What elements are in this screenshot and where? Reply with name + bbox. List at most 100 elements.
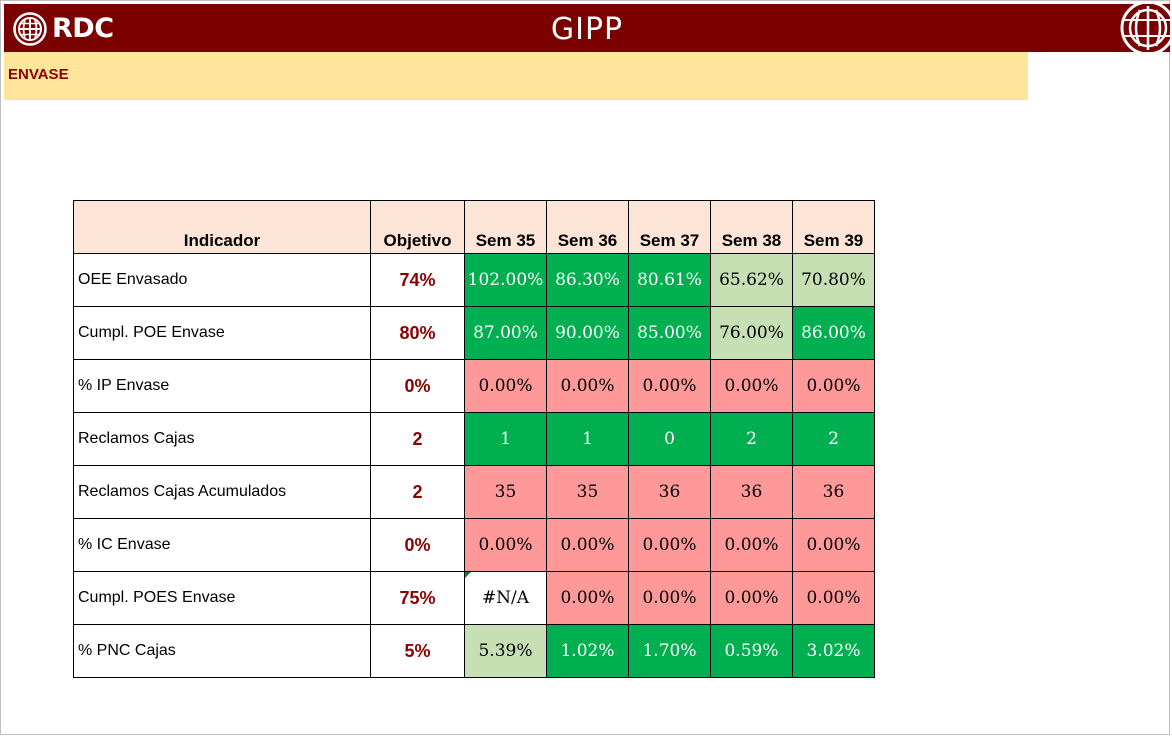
value-text: 70.80% bbox=[801, 270, 866, 290]
section-bar: ENVASE bbox=[4, 52, 1028, 100]
indicator-cell[interactable]: % IP Envase bbox=[73, 359, 371, 413]
rdc-logo: RDC bbox=[13, 12, 114, 46]
page-title: GIPP bbox=[550, 12, 624, 47]
objective-cell[interactable]: 74% bbox=[370, 253, 465, 307]
indicator-cell[interactable]: % PNC Cajas bbox=[73, 624, 371, 678]
objective-cell[interactable]: 75% bbox=[370, 571, 465, 625]
value-text: 0.00% bbox=[560, 535, 615, 555]
value-cell[interactable]: 0.00% bbox=[546, 571, 629, 625]
value-cell[interactable]: 0.00% bbox=[628, 518, 711, 572]
indicator-cell[interactable]: OEE Envasado bbox=[73, 253, 371, 307]
indicator-cell[interactable]: Cumpl. POES Envase bbox=[73, 571, 371, 625]
column-header-sem-37: Sem 37 bbox=[628, 200, 711, 254]
kpi-table: Indicador Objetivo Sem 35 Sem 36 Sem 37 … bbox=[73, 200, 875, 678]
value-cell[interactable]: 0.00% bbox=[464, 518, 547, 572]
value-text: 0.00% bbox=[642, 535, 697, 555]
objective-cell[interactable]: 5% bbox=[370, 624, 465, 678]
value-cell[interactable]: 90.00% bbox=[546, 306, 629, 360]
column-header-sem-38: Sem 38 bbox=[710, 200, 793, 254]
value-cell[interactable]: 85.00% bbox=[628, 306, 711, 360]
value-cell[interactable]: 1.02% bbox=[546, 624, 629, 678]
value-cell[interactable]: 0 bbox=[628, 412, 711, 466]
value-cell[interactable]: 3.02% bbox=[792, 624, 875, 678]
table-row: Reclamos Cajas Acumulados 2 35 35 36 36 36 bbox=[73, 465, 875, 519]
error-indicator-icon bbox=[465, 572, 471, 578]
value-cell[interactable]: 0.00% bbox=[546, 359, 629, 413]
value-cell[interactable]: 5.39% bbox=[464, 624, 547, 678]
value-cell[interactable]: 36 bbox=[792, 465, 875, 519]
value-cell[interactable]: 0.00% bbox=[546, 518, 629, 572]
objective-cell[interactable]: 0% bbox=[370, 518, 465, 572]
value-cell[interactable]: 65.62% bbox=[710, 253, 793, 307]
value-text: 1 bbox=[582, 429, 593, 449]
value-text: 0.00% bbox=[806, 535, 861, 555]
value-cell[interactable]: 102.00% bbox=[464, 253, 547, 307]
value-cell[interactable]: 87.00% bbox=[464, 306, 547, 360]
value-text: 0.00% bbox=[560, 588, 615, 608]
value-text: 0.00% bbox=[724, 376, 779, 396]
value-text: 2 bbox=[828, 429, 839, 449]
value-cell[interactable]: 0.00% bbox=[792, 518, 875, 572]
value-cell[interactable]: 2 bbox=[710, 412, 793, 466]
value-cell[interactable]: 80.61% bbox=[628, 253, 711, 307]
value-text: 5.39% bbox=[478, 641, 533, 661]
value-cell[interactable]: #N/A bbox=[464, 571, 547, 625]
value-cell[interactable]: 35 bbox=[464, 465, 547, 519]
value-cell[interactable]: 36 bbox=[710, 465, 793, 519]
section-label: ENVASE bbox=[8, 66, 69, 83]
rdc-globe-logo-icon bbox=[13, 12, 47, 46]
objective-cell[interactable]: 0% bbox=[370, 359, 465, 413]
value-cell[interactable]: 36 bbox=[628, 465, 711, 519]
objective-cell[interactable]: 2 bbox=[370, 465, 465, 519]
indicator-cell[interactable]: % IC Envase bbox=[73, 518, 371, 572]
objective-cell[interactable]: 2 bbox=[370, 412, 465, 466]
objective-cell[interactable]: 80% bbox=[370, 306, 465, 360]
table-row: % IP Envase 0% 0.00% 0.00% 0.00% 0.00% 0.00% bbox=[73, 359, 875, 413]
value-text: 0.00% bbox=[642, 588, 697, 608]
column-header-objetivo: Objetivo bbox=[370, 200, 465, 254]
value-text: 2 bbox=[746, 429, 757, 449]
value-cell[interactable]: 2 bbox=[792, 412, 875, 466]
logo-text: RDC bbox=[52, 13, 114, 44]
value-text: 80.61% bbox=[637, 270, 702, 290]
value-text: 36 bbox=[658, 482, 681, 502]
value-text: 3.02% bbox=[806, 641, 861, 661]
value-text: 0.00% bbox=[642, 376, 697, 396]
value-cell[interactable]: 86.00% bbox=[792, 306, 875, 360]
value-cell[interactable]: 76.00% bbox=[710, 306, 793, 360]
indicator-cell[interactable]: Reclamos Cajas bbox=[73, 412, 371, 466]
value-cell[interactable]: 0.00% bbox=[710, 518, 793, 572]
value-text: 36 bbox=[740, 482, 763, 502]
value-text: #N/A bbox=[481, 588, 530, 608]
value-cell[interactable]: 0.00% bbox=[464, 359, 547, 413]
value-cell[interactable]: 0.00% bbox=[628, 571, 711, 625]
value-cell[interactable]: 0.59% bbox=[710, 624, 793, 678]
value-cell[interactable]: 0.00% bbox=[792, 571, 875, 625]
indicator-cell[interactable]: Cumpl. POE Envase bbox=[73, 306, 371, 360]
value-cell[interactable]: 0.00% bbox=[628, 359, 711, 413]
value-text: 102.00% bbox=[467, 270, 544, 290]
indicator-cell[interactable]: Reclamos Cajas Acumulados bbox=[73, 465, 371, 519]
value-text: 0 bbox=[664, 429, 675, 449]
value-cell[interactable]: 0.00% bbox=[792, 359, 875, 413]
value-cell[interactable]: 1 bbox=[464, 412, 547, 466]
value-cell[interactable]: 0.00% bbox=[710, 359, 793, 413]
value-text: 65.62% bbox=[719, 270, 784, 290]
value-text: 36 bbox=[822, 482, 845, 502]
value-cell[interactable]: 86.30% bbox=[546, 253, 629, 307]
value-text: 85.00% bbox=[637, 323, 702, 343]
value-cell[interactable]: 35 bbox=[546, 465, 629, 519]
value-text: 0.00% bbox=[724, 535, 779, 555]
table-row: % IC Envase 0% 0.00% 0.00% 0.00% 0.00% 0.00% bbox=[73, 518, 875, 572]
value-text: 0.00% bbox=[478, 376, 533, 396]
value-text: 90.00% bbox=[555, 323, 620, 343]
value-cell[interactable]: 0.00% bbox=[710, 571, 793, 625]
value-text: 0.00% bbox=[806, 588, 861, 608]
table-row: Cumpl. POES Envase 75% #N/A 0.00% 0.00% 0.00%… bbox=[73, 571, 875, 625]
value-text: 0.00% bbox=[478, 535, 533, 555]
value-cell[interactable]: 70.80% bbox=[792, 253, 875, 307]
table-row: Reclamos Cajas 2 1 1 0 2 2 bbox=[73, 412, 875, 466]
value-cell[interactable]: 1 bbox=[546, 412, 629, 466]
value-cell[interactable]: 1.70% bbox=[628, 624, 711, 678]
